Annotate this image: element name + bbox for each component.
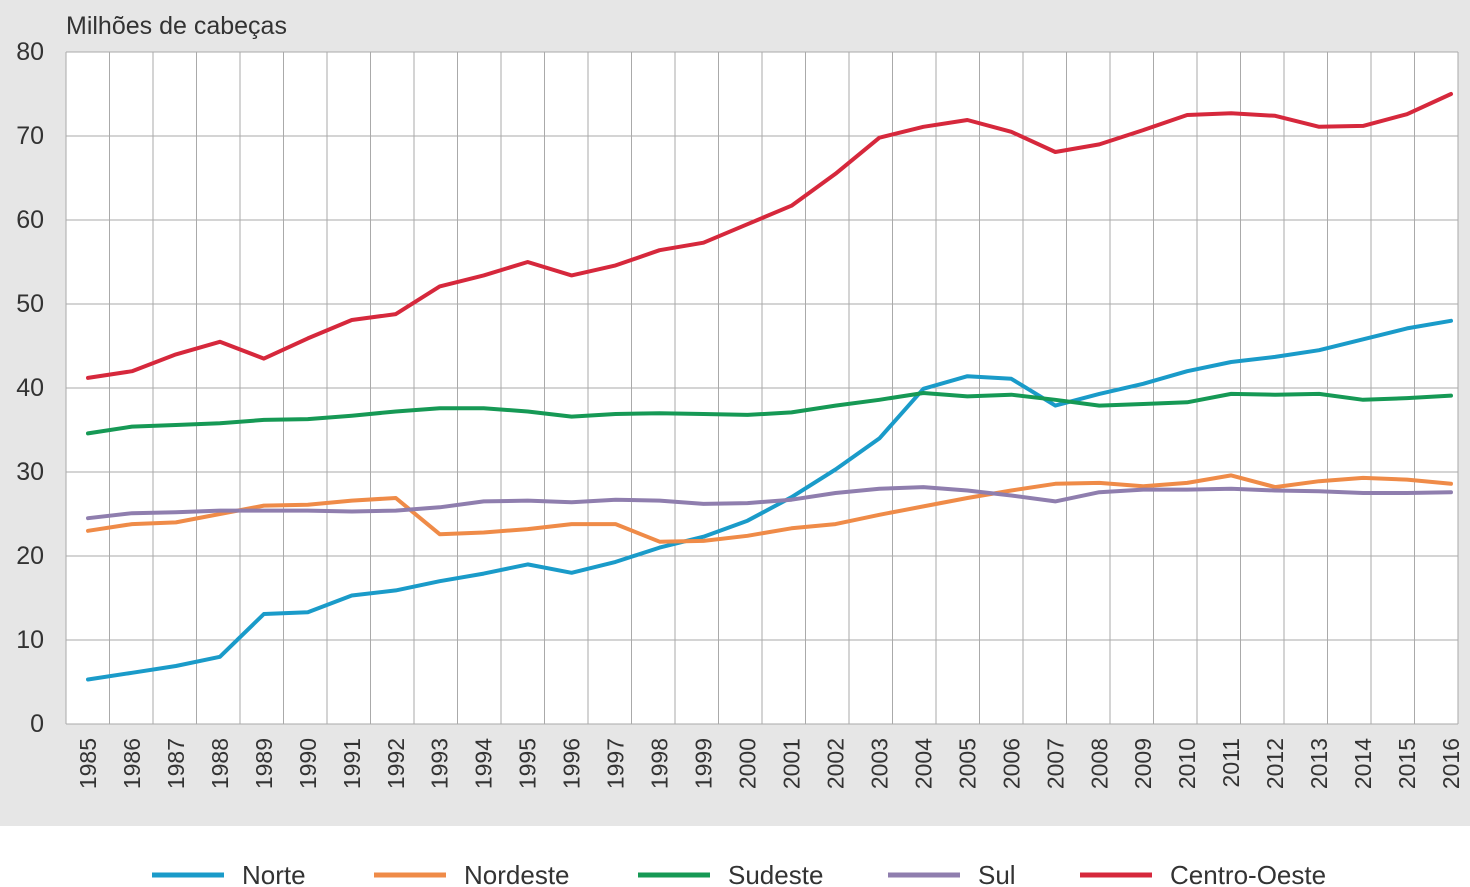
x-tick-label: 2010 — [1174, 738, 1200, 789]
x-tick-label: 2008 — [1086, 738, 1112, 789]
x-tick-label: 1995 — [515, 738, 541, 789]
x-tick-label: 1988 — [207, 738, 233, 789]
y-tick-label: 10 — [16, 626, 44, 654]
y-axis-label: Milhões de cabeças — [66, 12, 287, 40]
x-axis-ticks: 1985 1986 1987 1988 1989 1990 1991 1992 1993 1994… — [75, 738, 1464, 789]
x-tick-label: 1987 — [163, 738, 189, 789]
x-tick-label: 2014 — [1350, 738, 1376, 789]
x-tick-label: 2001 — [778, 738, 804, 789]
legend-label: Sul — [978, 860, 1016, 887]
x-tick-label: 2006 — [998, 738, 1024, 789]
x-tick-label: 1986 — [119, 738, 145, 789]
series-line-norte — [86, 318, 1453, 682]
legend: Norte Nordeste Sudeste Sul Centro-Oeste — [152, 860, 1326, 887]
y-tick-label: 20 — [16, 542, 44, 570]
x-tick-label: 2015 — [1394, 738, 1420, 789]
x-tick-label: 1992 — [383, 738, 409, 789]
legend-item: Sul — [888, 860, 1016, 887]
x-tick-label: 1998 — [647, 738, 673, 789]
series-line-nordeste — [86, 473, 1453, 544]
x-tick-label: 2011 — [1218, 738, 1244, 787]
x-tick-label: 1989 — [251, 738, 277, 789]
x-tick-label: 2016 — [1438, 738, 1464, 789]
legend-item: Norte — [152, 860, 306, 887]
legend-label: Sudeste — [728, 860, 823, 887]
y-tick-label: 0 — [30, 710, 44, 738]
legend-label: Nordeste — [464, 860, 570, 887]
series-line-sul — [86, 485, 1453, 521]
series-line-centro-oeste — [86, 92, 1453, 380]
x-tick-label: 2009 — [1130, 738, 1156, 789]
x-tick-label: 2000 — [735, 738, 761, 789]
x-tick-label: 1990 — [295, 738, 321, 789]
series-line-sudeste — [86, 391, 1453, 436]
x-tick-label: 2007 — [1042, 738, 1068, 789]
x-tick-label: 1996 — [559, 738, 585, 789]
y-tick-label: 50 — [16, 290, 44, 318]
y-tick-label: 40 — [16, 374, 44, 402]
legend-item: Sudeste — [638, 860, 823, 887]
x-tick-label: 2013 — [1306, 738, 1332, 789]
legend-item: Nordeste — [374, 860, 570, 887]
x-tick-label: 2004 — [910, 738, 936, 789]
x-tick-label: 1985 — [75, 738, 101, 789]
y-tick-label: 80 — [16, 38, 44, 66]
x-tick-label: 1999 — [691, 738, 717, 789]
y-tick-label: 60 — [16, 206, 44, 234]
x-tick-label: 1991 — [339, 738, 365, 789]
y-tick-label: 30 — [16, 458, 44, 486]
x-tick-label: 2005 — [954, 738, 980, 789]
x-tick-label: 1994 — [471, 738, 497, 789]
x-tick-label: 1997 — [603, 738, 629, 789]
series-lines — [86, 92, 1453, 682]
x-tick-label: 2003 — [866, 738, 892, 789]
x-tick-label: 1993 — [427, 738, 453, 789]
legend-label: Centro-Oeste — [1170, 860, 1326, 887]
x-tick-label: 2012 — [1262, 738, 1288, 789]
legend-label: Norte — [242, 860, 306, 887]
x-tick-label: 2002 — [822, 738, 848, 789]
y-axis-ticks: 0 10 20 30 40 50 60 70 80 — [16, 38, 44, 738]
y-tick-label: 70 — [16, 122, 44, 150]
legend-item: Centro-Oeste — [1080, 860, 1326, 887]
